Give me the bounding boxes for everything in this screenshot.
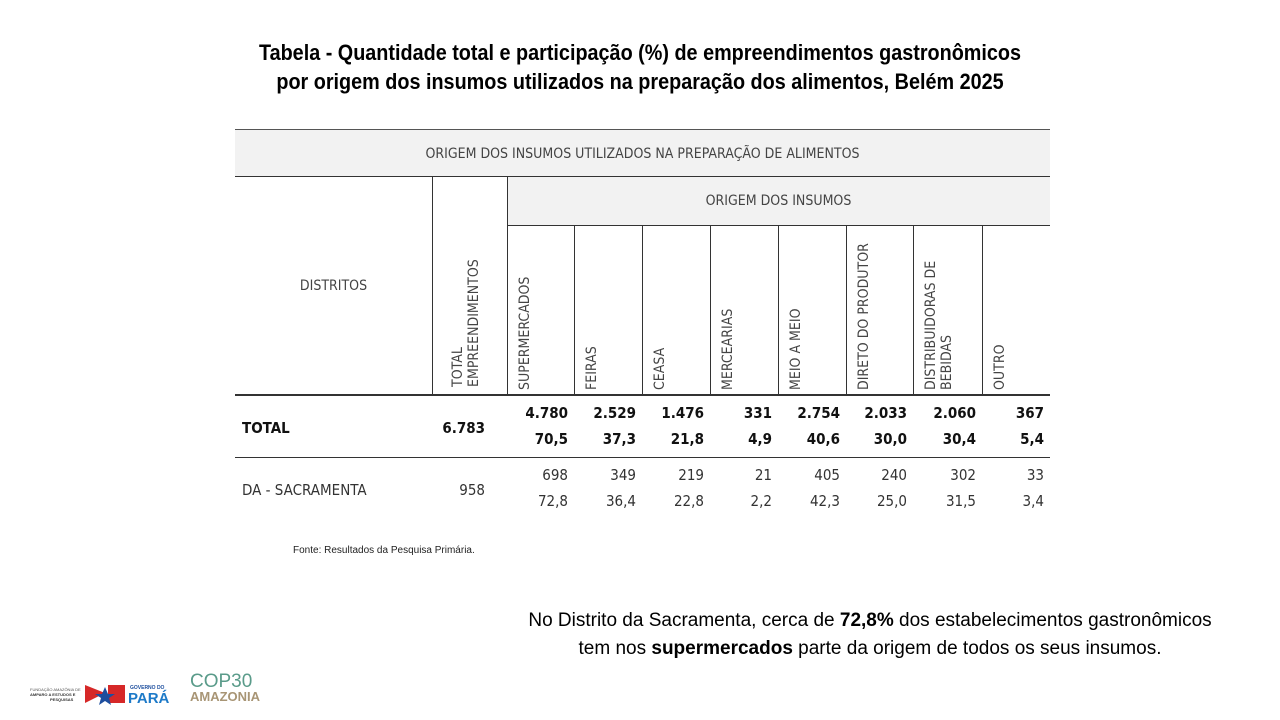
group-header: ORIGEM DOS INSUMOS bbox=[705, 193, 852, 209]
cell-percent: 42,3 bbox=[809, 492, 840, 510]
row-total: 958 bbox=[459, 481, 485, 499]
cell-percent: 70,5 bbox=[534, 430, 568, 448]
cell-quantity: 2.033 bbox=[864, 404, 907, 422]
cell-quantity: 2.529 bbox=[593, 404, 636, 422]
cell-quantity: 21 bbox=[754, 466, 772, 484]
cell-percent: 36,4 bbox=[605, 492, 636, 510]
cell-quantity: 2.754 bbox=[797, 404, 840, 422]
note-text: dos estabelecimentos gastronômicos bbox=[893, 610, 1212, 631]
cell-quantity: 33 bbox=[1026, 466, 1044, 484]
cell-percent: 4,9 bbox=[748, 430, 772, 448]
cell-percent: 30,0 bbox=[873, 430, 907, 448]
cell-quantity: 4.780 bbox=[525, 404, 568, 422]
data-table: ORIGEM DOS INSUMOS UTILIZADOS NA PREPARA… bbox=[235, 129, 1050, 521]
note-highlight: supermercados bbox=[651, 638, 793, 659]
cell-percent: 21,8 bbox=[670, 430, 704, 448]
svg-text:COP30: COP30 bbox=[190, 671, 252, 692]
cell-percent: 22,8 bbox=[673, 492, 704, 510]
page-title: Tabela - Quantidade total e participação… bbox=[64, 38, 1216, 96]
cell-percent: 2,2 bbox=[750, 492, 772, 510]
header-feiras: FEIRAS bbox=[584, 346, 600, 390]
title-line-1: Tabela - Quantidade total e participação… bbox=[258, 40, 1022, 65]
cell-quantity: 405 bbox=[814, 466, 840, 484]
cell-quantity: 1.476 bbox=[661, 404, 704, 422]
title-line-2: por origem dos insumos utilizados na pre… bbox=[276, 69, 1004, 94]
svg-text:FUNDAÇÃO AMAZÔNIA DE: FUNDAÇÃO AMAZÔNIA DE bbox=[30, 687, 81, 692]
svg-text:GOVERNO DO: GOVERNO DO bbox=[130, 685, 165, 691]
header-mercearias: MERCEARIAS bbox=[720, 308, 736, 390]
footer-logos: FUNDAÇÃO AMAZÔNIA DE AMPARO A ESTUDOS E … bbox=[30, 665, 280, 720]
cell-percent: 31,5 bbox=[945, 492, 976, 510]
note-text: No Distrito da Sacramenta, cerca de bbox=[528, 610, 840, 631]
svg-text:PARÁ: PARÁ bbox=[128, 690, 170, 707]
cell-percent: 5,4 bbox=[1020, 430, 1044, 448]
cell-percent: 3,4 bbox=[1022, 492, 1044, 510]
cell-percent: 25,0 bbox=[876, 492, 907, 510]
header-direto-do-produtor: DIRETO DO PRODUTOR bbox=[856, 243, 872, 390]
cell-quantity: 349 bbox=[610, 466, 636, 484]
header-total: TOTAL EMPREENDIMENTOS bbox=[450, 259, 482, 387]
cell-quantity: 2.060 bbox=[933, 404, 976, 422]
header-meio-a-meio: MEIO A MEIO bbox=[788, 308, 804, 390]
svg-text:AMPARO A ESTUDOS E: AMPARO A ESTUDOS E bbox=[30, 692, 76, 697]
cell-percent: 37,3 bbox=[602, 430, 636, 448]
note-highlight: 72,8% bbox=[839, 610, 894, 631]
row-district: TOTAL bbox=[242, 419, 290, 437]
row-district: DA - SACRAMENTA bbox=[242, 481, 367, 499]
svg-text:AMAZONIA: AMAZONIA bbox=[190, 689, 261, 704]
cell-percent: 30,4 bbox=[942, 430, 976, 448]
header-distribuidoras-de-bebidas: DISTRIBUIDORAS DE BEBIDAS bbox=[923, 260, 955, 390]
cell-quantity: 698 bbox=[542, 466, 568, 484]
note-text: parte da origem de todos os seus insumos… bbox=[792, 638, 1162, 659]
header-supermercados: SUPERMERCADOS bbox=[517, 276, 533, 390]
header-ceasa: CEASA bbox=[652, 347, 668, 390]
table-caption: ORIGEM DOS INSUMOS UTILIZADOS NA PREPARA… bbox=[425, 146, 860, 162]
cell-quantity: 240 bbox=[881, 466, 907, 484]
summary-note: No Distrito da Sacramenta, cerca de 72,8… bbox=[500, 607, 1240, 663]
cell-quantity: 331 bbox=[743, 404, 772, 422]
header-outro: OUTRO bbox=[992, 344, 1008, 391]
cell-quantity: 367 bbox=[1015, 404, 1044, 422]
row-total: 6.783 bbox=[442, 419, 485, 437]
cell-percent: 72,8 bbox=[537, 492, 568, 510]
cell-quantity: 219 bbox=[678, 466, 704, 484]
logos-graphic: FUNDAÇÃO AMAZÔNIA DE AMPARO A ESTUDOS E … bbox=[30, 671, 261, 707]
note-text: tem nos bbox=[578, 638, 652, 659]
header-distritos: DISTRITOS bbox=[299, 278, 368, 294]
svg-text:PESQUISAS: PESQUISAS bbox=[50, 697, 74, 702]
source-note: Fonte: Resultados da Pesquisa Primária. bbox=[293, 545, 475, 556]
cell-quantity: 302 bbox=[950, 466, 976, 484]
cell-percent: 40,6 bbox=[806, 430, 840, 448]
